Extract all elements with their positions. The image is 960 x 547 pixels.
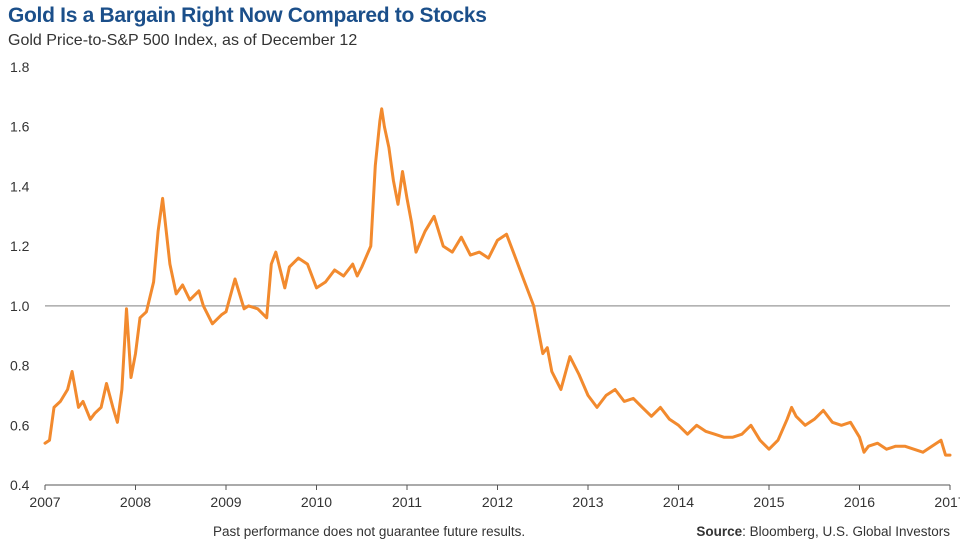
y-tick-label: 0.8: [10, 358, 30, 374]
x-tick-label: 2007: [29, 494, 60, 510]
x-tick-label: 2011: [392, 494, 422, 510]
x-tick-label: 2017: [934, 494, 960, 510]
x-tick-label: 2013: [572, 494, 603, 510]
x-tick-label: 2016: [844, 494, 875, 510]
y-axis: 0.4 0.6 0.8 1.0 1.2 1.4 1.6 1.8: [10, 59, 30, 493]
series-line: [43, 107, 952, 457]
y-tick-label: 1.0: [10, 298, 30, 314]
disclaimer-note: Past performance does not guarantee futu…: [213, 524, 526, 539]
chart-subtitle: Gold Price-to-S&P 500 Index, as of Decem…: [8, 32, 358, 49]
y-tick-label: 0.4: [10, 477, 30, 493]
y-tick-label: 1.6: [10, 119, 30, 135]
x-tick-label: 2010: [301, 494, 332, 510]
y-tick-label: 1.8: [10, 59, 30, 75]
x-tick-label: 2015: [753, 494, 784, 510]
y-tick-label: 1.2: [10, 238, 30, 254]
series-layer: [43, 107, 952, 457]
source-label: Source: [696, 524, 743, 539]
source-text: : Bloomberg, U.S. Global Investors: [742, 524, 950, 539]
x-tick-label: 2009: [210, 494, 241, 510]
chart-title: Gold Is a Bargain Right Now Compared to …: [8, 4, 487, 27]
x-axis: 2007 2008 2009 2010 2011 2012 2013 2014 2015 2016…: [29, 484, 960, 510]
y-tick-label: 1.4: [10, 178, 30, 194]
x-tick-label: 2008: [120, 494, 151, 510]
source-note: Source: Bloomberg, U.S. Global Investors: [696, 524, 950, 539]
y-tick-label: 0.6: [10, 417, 30, 433]
x-tick-label: 2014: [663, 494, 694, 510]
x-tick-label: 2012: [482, 494, 513, 510]
